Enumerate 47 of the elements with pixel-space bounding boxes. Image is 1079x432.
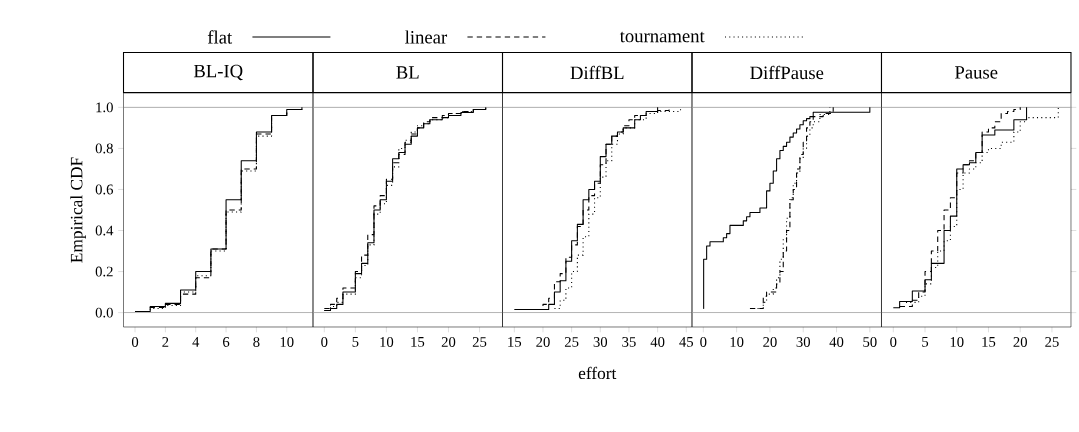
y-tick-label: 1.0 [96, 102, 113, 113]
y-tick-label: 0.0 [95, 307, 113, 318]
x-tick-label: 50 [863, 337, 877, 347]
x-tick-label: 35 [622, 337, 636, 347]
x-tick-label: 10 [950, 337, 964, 347]
chart-title: Pause [955, 66, 998, 79]
x-tick-label: 15 [508, 337, 522, 347]
y-tick-label: 0.8 [95, 143, 113, 154]
y-tick-label: 0.2 [95, 266, 113, 277]
y-tick-label: 0.4 [95, 225, 114, 236]
x-tick-label: 10 [280, 337, 294, 347]
x-tick-label: 6 [223, 337, 230, 347]
x-tick-label: 25 [564, 337, 579, 347]
legend-label: linear [405, 30, 448, 44]
x-tick-label: 20 [536, 337, 550, 347]
x-tick-label: 30 [796, 337, 810, 347]
x-tick-label: 30 [593, 337, 608, 347]
x-tick-label: 20 [763, 337, 777, 347]
x-tick-label: 0 [131, 337, 139, 347]
x-axis-title: effort [578, 366, 617, 380]
x-tick-label: 5 [352, 337, 359, 347]
x-tick-label: 0 [700, 337, 707, 347]
x-tick-label: 15 [411, 337, 425, 347]
x-tick-label: 0 [890, 337, 897, 347]
y-tick-label: 0.6 [95, 184, 114, 195]
x-tick-label: 4 [192, 337, 200, 347]
legend-label: tournament [619, 31, 705, 43]
x-tick-label: 40 [650, 337, 665, 347]
x-tick-label: 20 [1013, 337, 1027, 347]
chart-title: BL [396, 66, 419, 79]
x-tick-label: 25 [1045, 337, 1059, 347]
x-tick-label: 40 [829, 337, 844, 347]
x-tick-label: 5 [922, 337, 929, 347]
x-tick-label: 10 [380, 337, 394, 347]
legend-label: flat [207, 30, 233, 44]
x-tick-label: 2 [162, 337, 169, 347]
x-tick-label: 25 [472, 337, 487, 347]
x-tick-label: 45 [679, 337, 694, 347]
x-tick-label: 10 [730, 337, 744, 347]
x-tick-label: 15 [982, 337, 996, 347]
x-tick-label: 20 [441, 337, 456, 347]
chart-title: BL-IQ [193, 64, 243, 81]
chart-title: DiffPause [750, 65, 824, 80]
chart-title: DiffBL [570, 65, 624, 80]
x-tick-label: 8 [253, 337, 260, 347]
y-axis-title: Empirical CDF [70, 157, 86, 263]
x-tick-label: 0 [321, 337, 328, 347]
